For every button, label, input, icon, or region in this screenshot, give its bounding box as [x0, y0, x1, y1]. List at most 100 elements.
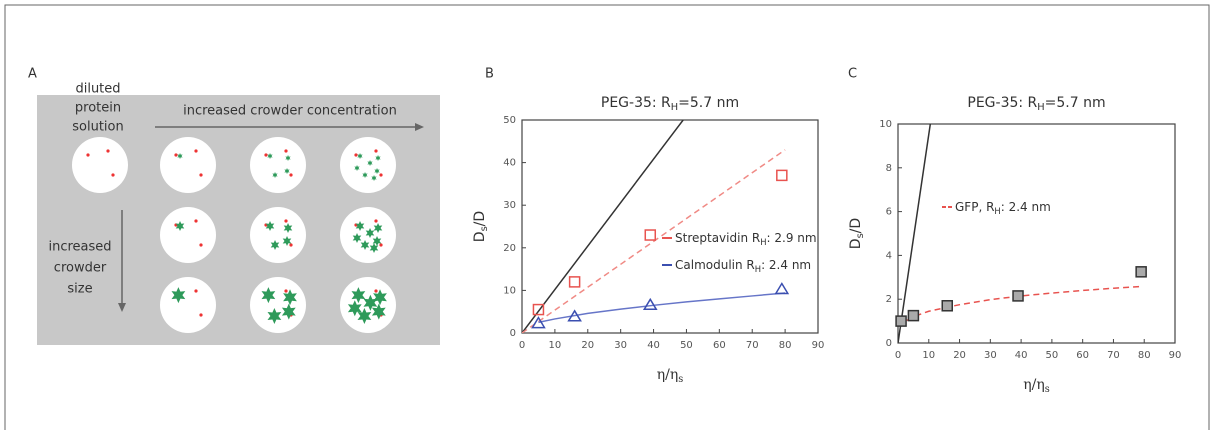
well	[160, 137, 216, 193]
x-tick-label: 60	[1076, 350, 1089, 361]
well	[160, 207, 216, 263]
well	[250, 207, 306, 263]
y-tick-label: 20	[503, 243, 516, 254]
y-tick-label: 10	[503, 285, 516, 296]
fit-line	[522, 149, 786, 333]
point	[531, 316, 546, 329]
label: diluted	[75, 82, 120, 97]
crowder	[265, 221, 275, 231]
y-axis-label-part: s	[855, 233, 866, 238]
x-axis-label-part: η/η	[1023, 377, 1045, 393]
x-tick-label: 70	[1107, 350, 1120, 361]
protein-dot	[379, 243, 383, 247]
crowder	[367, 160, 373, 166]
crowder	[375, 155, 381, 161]
x-tick-label: 80	[779, 340, 792, 351]
crowder	[357, 153, 363, 159]
fit-line	[898, 285, 1142, 327]
protein-dot	[194, 289, 198, 293]
y-axis-label: Ds/D	[472, 211, 490, 242]
chart-title-part: PEG-35: R	[601, 95, 671, 111]
label: increased	[48, 240, 111, 255]
protein-dot	[374, 289, 378, 293]
crowder	[272, 172, 278, 178]
crowder	[267, 153, 273, 159]
crowder	[374, 168, 380, 174]
x-axis-label-part: s	[1045, 384, 1050, 395]
arrow-head	[415, 123, 424, 131]
plot-frame	[521, 119, 819, 334]
legend-label: GFP, RH: 2.4 nm	[955, 200, 1051, 216]
well	[72, 137, 128, 193]
legend-label-part: GFP, R	[955, 200, 994, 214]
y-axis-label-part: /D	[472, 211, 488, 227]
protein-dot	[289, 173, 293, 177]
x-tick-label: 50	[680, 340, 693, 351]
label: increased crowder concentration	[183, 104, 397, 119]
legend-label-part: H	[755, 264, 761, 274]
crowder	[372, 236, 382, 246]
panel-label: B	[485, 67, 494, 82]
legend-label-part: : 2.4 nm	[761, 258, 811, 272]
protein-dot	[284, 289, 288, 293]
protein-dot	[194, 149, 198, 153]
x-tick-label: 90	[812, 340, 825, 351]
crowder	[281, 303, 296, 320]
y-tick-label: 2	[886, 294, 892, 305]
label: size	[67, 282, 92, 297]
point	[774, 282, 790, 295]
x-axis-label-part: s	[678, 374, 683, 385]
y-axis-label-part: D	[472, 231, 488, 242]
protein-dot	[174, 153, 178, 157]
legend-label: Calmodulin RH: 2.4 nm	[675, 258, 811, 274]
x-tick-label: 10	[922, 350, 935, 361]
panel-a: A diluted protein solution increased cro…	[28, 67, 440, 345]
crowder	[270, 240, 280, 250]
chart-title-part: H	[671, 102, 678, 113]
well	[340, 137, 396, 193]
y-tick-label: 30	[503, 200, 516, 211]
y-tick-label: 8	[886, 163, 892, 174]
crowder	[371, 303, 386, 320]
label: crowder	[54, 261, 107, 276]
crowder	[283, 223, 293, 233]
panel-label: A	[28, 67, 37, 82]
x-tick-label: 60	[713, 340, 726, 351]
protein-dot	[374, 219, 378, 223]
point	[1135, 266, 1147, 278]
protein-dot	[106, 149, 110, 153]
legend-label-part: Streptavidin R	[675, 231, 760, 245]
protein-dot	[199, 243, 203, 247]
crowder	[267, 308, 282, 324]
x-tick-label: 40	[1015, 350, 1028, 361]
point	[895, 315, 907, 327]
x-tick-label: 30	[614, 340, 627, 351]
chart-title-part: =5.7 nm	[1045, 95, 1106, 111]
x-tick-label: 90	[1169, 350, 1182, 361]
point	[532, 303, 545, 316]
crowder	[282, 236, 292, 246]
crowder	[371, 175, 377, 181]
crowder	[284, 168, 290, 174]
y-tick-label: 40	[503, 158, 516, 169]
crowder	[261, 287, 276, 304]
fit-line	[538, 292, 786, 324]
crowder	[357, 308, 372, 324]
crowder	[373, 289, 387, 306]
y-tick-label: 4	[886, 250, 892, 261]
fit-line	[898, 124, 932, 343]
x-axis-label-part: η/η	[657, 367, 679, 383]
point	[568, 276, 581, 288]
panel-label: C	[848, 67, 857, 82]
protein-dot	[264, 153, 268, 157]
crowder	[171, 287, 186, 304]
protein-dot	[354, 153, 358, 157]
crowder	[355, 221, 365, 231]
point	[567, 309, 582, 322]
chart-title: PEG-35: RH=5.7 nm	[967, 95, 1105, 113]
protein-dot	[374, 149, 378, 153]
x-tick-label: 10	[549, 340, 562, 351]
arrow-head	[118, 303, 126, 312]
x-tick-label: 70	[746, 340, 759, 351]
protein-dot	[284, 149, 288, 153]
